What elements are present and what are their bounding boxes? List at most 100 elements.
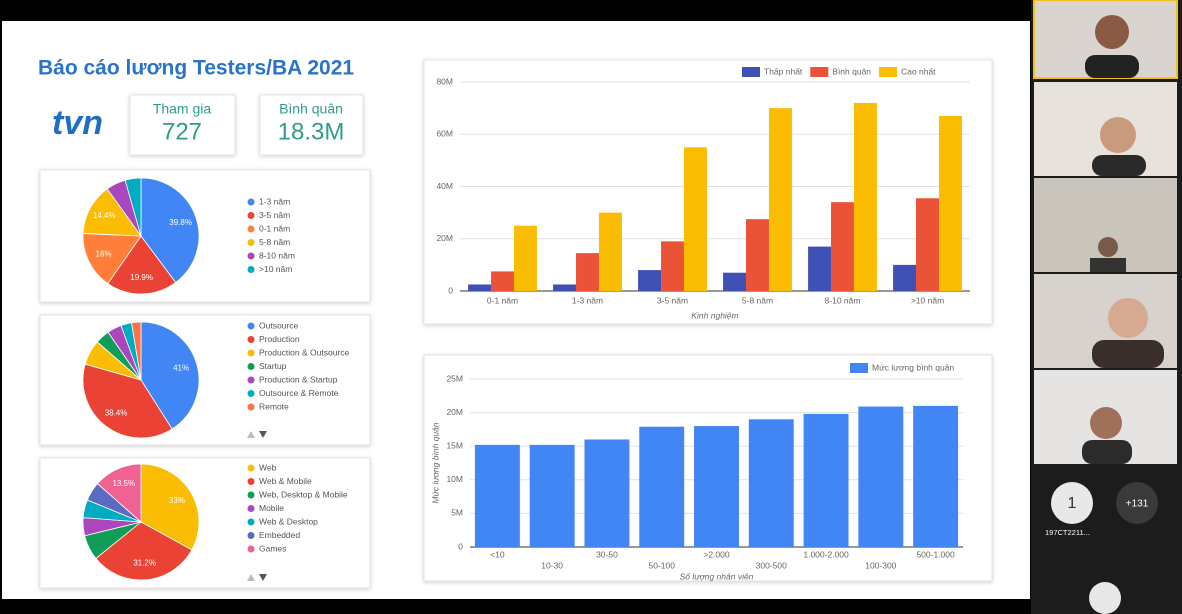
legend-swatch (247, 376, 255, 384)
slide-title: Báo cáo lương Testers/BA 2021 (38, 57, 354, 80)
bar (576, 253, 599, 291)
x-tick-label: 1.000-2.000 (803, 549, 849, 559)
legend-label: Outsource (259, 320, 298, 330)
bar (938, 115, 962, 292)
y-tick-label: 5M (451, 508, 463, 518)
legend-swatch (247, 322, 255, 330)
bar (598, 212, 622, 291)
legend-swatch (247, 505, 255, 512)
bar (853, 102, 877, 292)
face (1108, 298, 1148, 338)
bar (474, 444, 520, 547)
slice-label: 39.8% (169, 218, 192, 227)
kpi-label: Bình quân (279, 101, 343, 117)
legend-label: Web, Desktop & Mobile (259, 489, 348, 499)
legend-swatch (810, 67, 829, 77)
bar (893, 264, 917, 291)
legend-swatch (247, 491, 255, 499)
kpi-value: 727 (162, 118, 202, 145)
more-count: +131 (1126, 499, 1149, 510)
slice-label: 31.2% (133, 559, 156, 568)
x-tick-label: 100-300 (865, 560, 896, 570)
pie-slice (82, 233, 142, 285)
legend-swatch (247, 212, 255, 219)
video-tile (1034, 178, 1177, 272)
x-tick-label: 8-10 năm (825, 295, 861, 305)
legend-swatch (247, 363, 255, 370)
x-tick-label: 0-1 năm (487, 295, 518, 305)
participant-name: 197CT2211... (1045, 528, 1090, 537)
bar (694, 426, 739, 547)
bar (638, 270, 662, 291)
bar (491, 271, 514, 291)
slice-label: 19.9% (130, 273, 153, 282)
x-tick-label: <10 (490, 549, 505, 559)
y-tick-label: 60M (436, 129, 453, 139)
bar (913, 405, 959, 547)
pager-up[interactable] (247, 431, 255, 438)
bar (584, 439, 630, 547)
legend-label: Web & Mobile (259, 476, 312, 486)
x-tick-label: 300-500 (756, 560, 787, 570)
video-tiles (1033, 0, 1178, 614)
pie-slice (96, 463, 142, 523)
legend-swatch (247, 532, 255, 539)
x-tick-label: >10 năm (911, 295, 944, 305)
avatar-initial: 1 (1068, 495, 1077, 512)
avatar[interactable] (1051, 482, 1093, 524)
avatar (1089, 582, 1121, 614)
legend-swatch (247, 266, 255, 273)
bar (768, 108, 792, 291)
legend-label: Web (259, 462, 277, 472)
legend-swatch (879, 67, 898, 77)
slice-label: 14.4% (93, 211, 116, 220)
pie-slice (107, 235, 177, 295)
pager-down[interactable] (259, 574, 267, 581)
legend-swatch (247, 464, 255, 472)
y-tick-label: 10M (446, 474, 463, 484)
bar (748, 419, 794, 547)
x-tick-label: 500-1.000 (916, 549, 955, 559)
bar (661, 241, 684, 291)
legend-label: Web & Desktop (259, 516, 318, 526)
kpi-label: Tham gia (153, 101, 212, 117)
bar (513, 225, 537, 291)
y-tick-label: 0 (448, 285, 453, 295)
y-tick-label: 0 (458, 541, 463, 551)
bar (858, 406, 904, 547)
legend-label: Startup (259, 361, 287, 371)
pager-up[interactable] (247, 574, 255, 581)
y-tick-label: 20M (446, 407, 463, 417)
legend-label: 0-1 năm (259, 223, 290, 233)
legend-label: Production (259, 334, 300, 344)
y-tick-label: 80M (436, 76, 453, 86)
legend-swatch (247, 239, 255, 246)
pie-slice (82, 188, 142, 237)
legend-swatch (247, 478, 255, 485)
bar (746, 219, 769, 291)
x-tick-label: 10-30 (541, 560, 563, 570)
bar (916, 198, 939, 291)
legend-label: Embedded (259, 530, 300, 540)
x-axis-label: Kinh nghiệm (691, 310, 738, 320)
pager-down[interactable] (259, 431, 267, 438)
kpi-card (129, 94, 236, 156)
legend-swatch (247, 403, 255, 411)
legend-swatch (247, 390, 255, 397)
legend-swatch (247, 198, 255, 206)
face (1100, 117, 1136, 153)
y-tick-label: 20M (436, 233, 453, 243)
kpi-value: 18.3M (278, 118, 345, 145)
x-tick-label: 50-100 (648, 560, 675, 570)
pie-slice (124, 177, 142, 237)
bar (683, 147, 707, 291)
legend-label: Games (259, 543, 286, 553)
more-participants[interactable] (1116, 482, 1158, 524)
bar (723, 272, 747, 291)
pie-slice (140, 463, 200, 551)
x-tick-label: >2.000 (703, 549, 730, 559)
bar (553, 284, 577, 291)
legend-label: Bình quân (832, 66, 871, 76)
legend-swatch (247, 545, 255, 553)
y-axis-label: Mức lương bình quân (430, 422, 440, 503)
